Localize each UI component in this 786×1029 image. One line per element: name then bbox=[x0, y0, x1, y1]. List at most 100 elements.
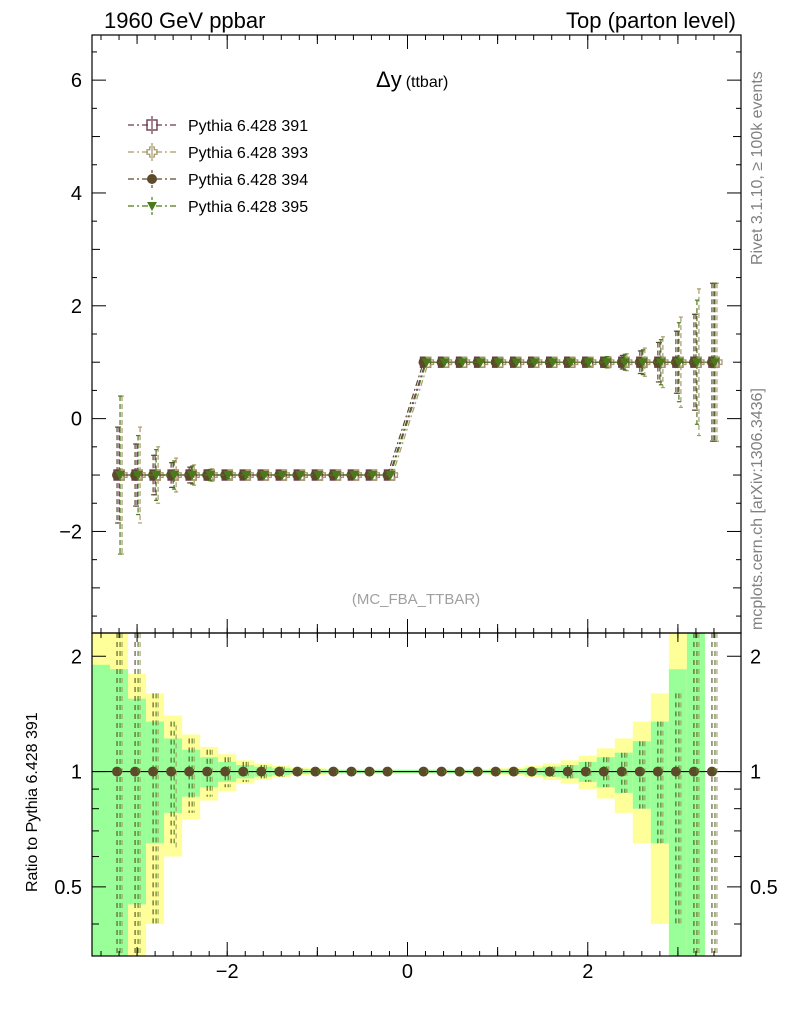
ratio-point bbox=[364, 766, 375, 777]
legend-label: Pythia 6.428 391 bbox=[188, 118, 308, 135]
ratio-point bbox=[472, 766, 483, 777]
green-band bbox=[650, 721, 669, 844]
data-point bbox=[457, 358, 468, 368]
axes-ticks: −2 0 2 −2 0 2 4 6 0.5 0.5 1 1 2 2 bbox=[54, 35, 778, 983]
data-point bbox=[673, 358, 684, 368]
ratio-plot-frame bbox=[91, 632, 742, 957]
series-3 bbox=[112, 282, 717, 524]
ratio-y-tick-label-right: 1 bbox=[750, 762, 761, 784]
x-tick-label: 0 bbox=[402, 961, 413, 983]
legend-marker bbox=[147, 174, 157, 184]
data-point bbox=[241, 471, 252, 481]
rivet-version-label: Rivet 3.1.10, ≥ 100k events bbox=[749, 71, 766, 265]
ratio-y-tick-label-right: 0.5 bbox=[750, 877, 778, 899]
plot-title-sub: (ttbar) bbox=[406, 74, 449, 91]
legend-marker bbox=[146, 119, 158, 131]
data-point bbox=[277, 471, 288, 481]
data-point bbox=[205, 471, 216, 481]
x-tick-label: 2 bbox=[582, 961, 593, 983]
series-2 bbox=[116, 282, 723, 555]
data-point bbox=[223, 471, 234, 481]
data-point bbox=[565, 358, 576, 368]
data-point bbox=[187, 471, 198, 481]
analysis-watermark: (MC_FBA_TTBAR) bbox=[352, 591, 480, 608]
ratio-y-tick-label: 0.5 bbox=[54, 877, 82, 899]
data-point bbox=[115, 471, 126, 481]
ratio-series-2 bbox=[121, 633, 718, 956]
data-point bbox=[439, 358, 450, 368]
data-point bbox=[295, 471, 306, 481]
legend-entry: Pythia 6.428 395 bbox=[128, 197, 308, 216]
data-point bbox=[367, 471, 378, 481]
ratio-point bbox=[328, 766, 339, 777]
legend-entry: Pythia 6.428 391 bbox=[128, 116, 308, 135]
series-4 bbox=[115, 282, 720, 555]
header-left: 1960 GeV ppbar bbox=[104, 8, 265, 33]
data-point bbox=[259, 471, 270, 481]
green-band bbox=[686, 633, 705, 956]
data-point bbox=[547, 358, 558, 368]
y-tick-label: −2 bbox=[59, 521, 82, 543]
series-line bbox=[120, 361, 715, 476]
data-point bbox=[601, 358, 612, 368]
ratio-point bbox=[436, 766, 447, 777]
y-tick-label: 6 bbox=[71, 70, 82, 92]
data-point bbox=[475, 358, 486, 368]
ratio-y-tick-label: 1 bbox=[71, 762, 82, 784]
ratio-point bbox=[418, 766, 429, 777]
plot-title: Δy (ttbar) bbox=[376, 67, 448, 92]
data-point bbox=[151, 471, 162, 481]
series-line bbox=[119, 361, 714, 476]
green-band bbox=[146, 721, 165, 844]
plot-title-main: Δy bbox=[376, 67, 402, 92]
header-right: Top (parton level) bbox=[566, 8, 736, 33]
green-band bbox=[92, 664, 111, 956]
mcplots-label: mcplots.cern.ch [arXiv:1306.3436] bbox=[749, 388, 766, 630]
series-line bbox=[122, 361, 717, 476]
data-point bbox=[493, 358, 504, 368]
ratio-plot bbox=[92, 633, 741, 956]
data-point bbox=[583, 358, 594, 368]
legend-label: Pythia 6.428 394 bbox=[188, 172, 308, 189]
data-point bbox=[421, 358, 432, 368]
data-point bbox=[637, 358, 648, 368]
series-1 bbox=[113, 282, 720, 524]
data-point bbox=[385, 471, 396, 481]
ratio-point bbox=[346, 766, 357, 777]
legend-entry: Pythia 6.428 393 bbox=[128, 143, 308, 162]
ratio-point bbox=[454, 766, 465, 777]
uncertainty-bands bbox=[92, 633, 705, 956]
data-point bbox=[313, 471, 324, 481]
legend-entry: Pythia 6.428 394 bbox=[128, 170, 308, 189]
ratio-ylabel: Ratio to Pythia 6.428 391 bbox=[24, 712, 41, 892]
data-point bbox=[655, 358, 666, 368]
legend-marker bbox=[146, 146, 158, 158]
data-point bbox=[511, 358, 522, 368]
data-point bbox=[619, 358, 630, 368]
ratio-y-tick-label-right: 2 bbox=[750, 646, 761, 668]
ratio-y-tick-label: 2 bbox=[71, 646, 82, 668]
data-point bbox=[691, 358, 702, 368]
legend-label: Pythia 6.428 395 bbox=[188, 199, 308, 216]
ratio-series-4 bbox=[119, 633, 716, 956]
green-band bbox=[668, 669, 687, 956]
ratio-point bbox=[490, 766, 501, 777]
y-tick-label: 4 bbox=[71, 183, 82, 205]
series-line bbox=[117, 361, 712, 476]
data-point bbox=[331, 471, 342, 481]
y-tick-label: 0 bbox=[71, 409, 82, 431]
y-tick-label: 2 bbox=[71, 296, 82, 318]
main-plot bbox=[112, 282, 723, 555]
green-band bbox=[128, 698, 147, 905]
data-point bbox=[709, 358, 720, 368]
legend: Pythia 6.428 391 Pythia 6.428 393 Pythia 6… bbox=[128, 116, 308, 216]
legend-label: Pythia 6.428 393 bbox=[188, 145, 308, 162]
ratio-point bbox=[382, 766, 393, 777]
green-band bbox=[110, 669, 129, 956]
data-point bbox=[169, 471, 180, 481]
data-point bbox=[133, 471, 144, 481]
x-tick-label: −2 bbox=[216, 961, 239, 983]
legend-marker bbox=[147, 202, 157, 211]
data-point bbox=[349, 471, 360, 481]
